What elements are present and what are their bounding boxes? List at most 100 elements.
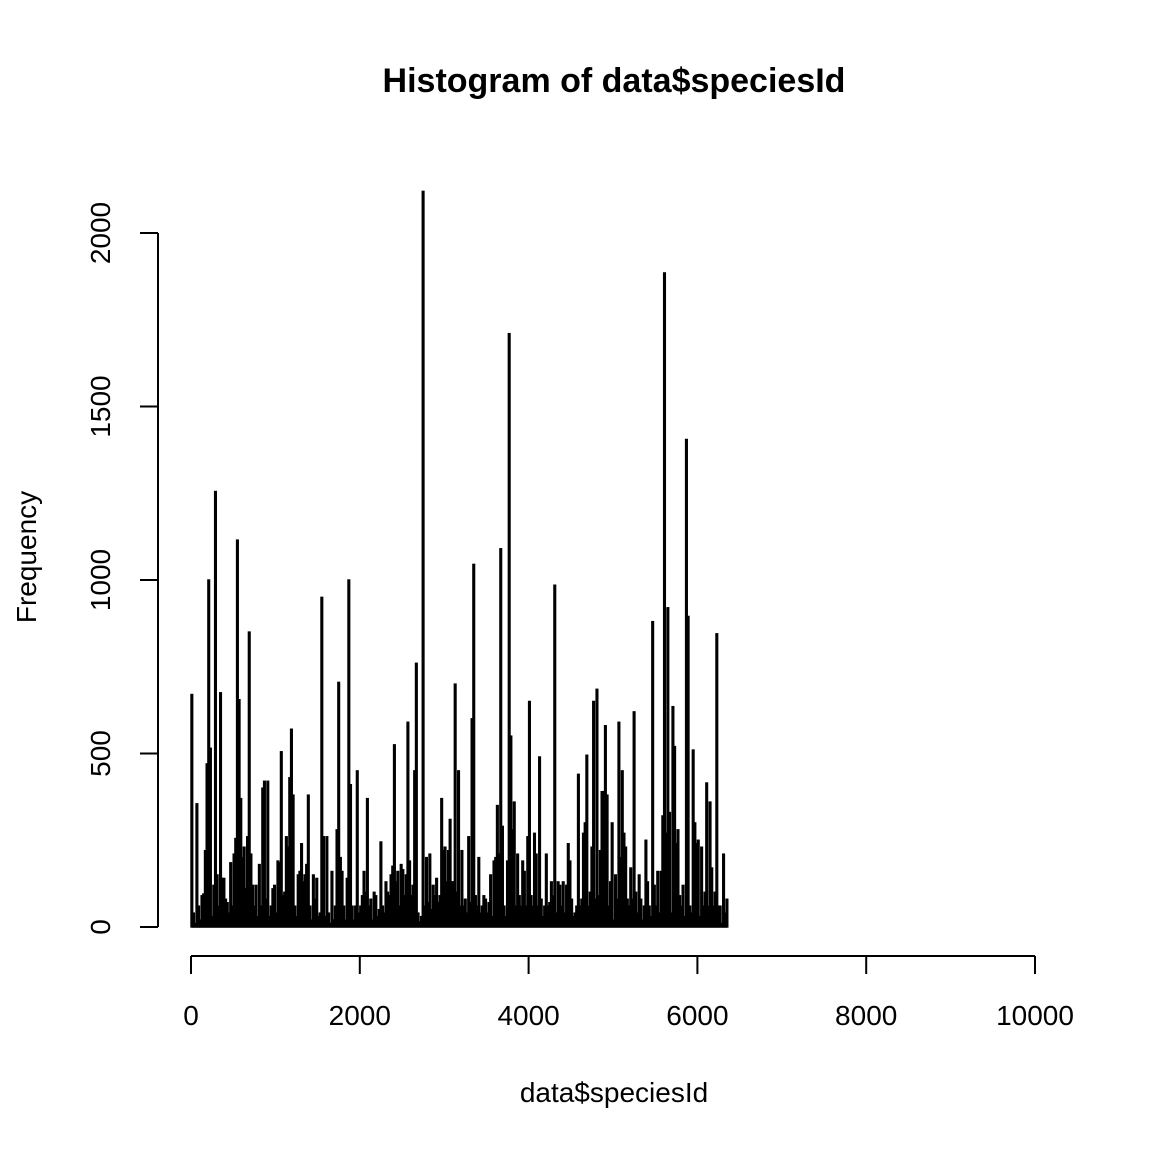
histogram-bar [516,853,520,928]
histogram-bar [561,881,565,928]
histogram-bar [570,898,574,928]
histogram-bar [254,884,258,928]
histogram-bar [325,836,329,928]
histogram-bar [646,881,650,928]
histogram-bar [374,895,378,928]
histogram-bar [365,797,369,928]
histogram-bar [320,596,324,928]
histogram-bar [467,836,471,928]
histogram-bar [218,692,223,928]
histogram-bar [262,780,266,928]
histogram-bar [321,836,326,928]
histogram-bar [507,332,511,928]
histogram-bar [197,905,201,928]
histogram-bar [544,853,548,928]
histogram-bar [453,683,457,928]
histogram-bar [553,584,557,928]
histogram-bar [340,870,344,928]
histogram-bar [392,744,396,928]
histogram-bar [725,898,729,928]
histogram-bar [379,841,383,928]
histogram-bar [266,780,270,928]
histogram-bar [330,870,334,928]
histogram-bar [534,853,538,928]
histogram-bar [629,867,633,928]
chart-title: Histogram of data$speciesId [383,62,846,100]
x-tick-label: 2000 [329,1000,391,1031]
y-tick-label: 1500 [85,375,116,437]
x-tick-label: 8000 [835,1000,897,1031]
y-axis-label: Frequency [11,491,42,623]
histogram-bar [190,693,194,928]
x-axis-label: data$speciesId [520,1077,708,1108]
histogram-bar [408,860,412,928]
histogram-bar [710,867,714,928]
histogram-bar [651,620,655,928]
histogram-bar [656,870,660,928]
histogram-bar [414,662,418,928]
histogram-bar [715,633,719,928]
histogram-bar [347,579,351,928]
histogram-bar [327,912,331,928]
histogram-bar [527,700,531,928]
histogram-bar [708,801,712,928]
histogram-bar [342,905,346,928]
y-axis: 0 500 1000 1500 2000 [85,202,159,935]
histogram-bar [705,782,709,928]
histogram-bar [291,794,295,928]
histogram-bar [722,853,726,928]
histogram-bars [190,190,729,928]
histogram-bar [355,770,359,928]
x-tick-label: 6000 [666,1000,728,1031]
histogram-bar [369,898,373,928]
x-tick-label: 4000 [497,1000,559,1031]
histogram-bar [668,811,672,928]
histogram-bar [215,874,219,928]
histogram-bar [568,860,572,928]
histogram-bar [457,770,461,928]
histogram-bar [662,272,667,928]
histogram-bar [512,801,516,928]
y-tick-label: 1000 [85,549,116,611]
x-axis: 0 2000 4000 6000 8000 10000 [183,955,1074,1031]
histogram-bar [718,905,722,928]
histogram-bar [195,803,199,928]
histogram-bar [229,862,233,928]
histogram-bar [700,846,704,928]
histogram-bar [308,905,312,928]
histogram-bar [592,700,596,928]
histogram-bar [306,794,310,928]
histogram-bar [624,846,628,928]
histogram-bar [208,747,212,928]
histogram-bar [585,754,589,928]
histogram-bar [632,711,636,928]
histogram-bar [617,721,621,928]
histogram-bar [634,891,638,928]
histogram-bar [428,853,432,928]
histogram-bar [348,784,353,928]
y-tick-label: 2000 [85,202,116,264]
histogram-bar [673,745,677,928]
histogram-bar [576,773,580,928]
histogram-bar [273,884,277,928]
histogram-bar [460,849,464,928]
histogram-bar [686,615,690,928]
histogram-bar [257,863,261,928]
histogram-bar [610,822,614,928]
histogram-bar [595,688,599,928]
histogram-bar [416,912,420,928]
histogram-bar [499,548,503,928]
histogram-bar [242,846,246,928]
histogram-bar [500,825,504,928]
x-tick-label: 10000 [996,1000,1074,1031]
y-tick-label: 500 [85,730,116,777]
histogram-bar [424,856,429,928]
histogram-bar [191,912,196,928]
histogram-bar [539,898,543,928]
x-tick-label: 0 [183,1000,199,1031]
histogram-bar [522,870,526,928]
histogram-bar [406,721,410,928]
histogram-bar [538,756,542,928]
histogram-bar [337,681,341,928]
